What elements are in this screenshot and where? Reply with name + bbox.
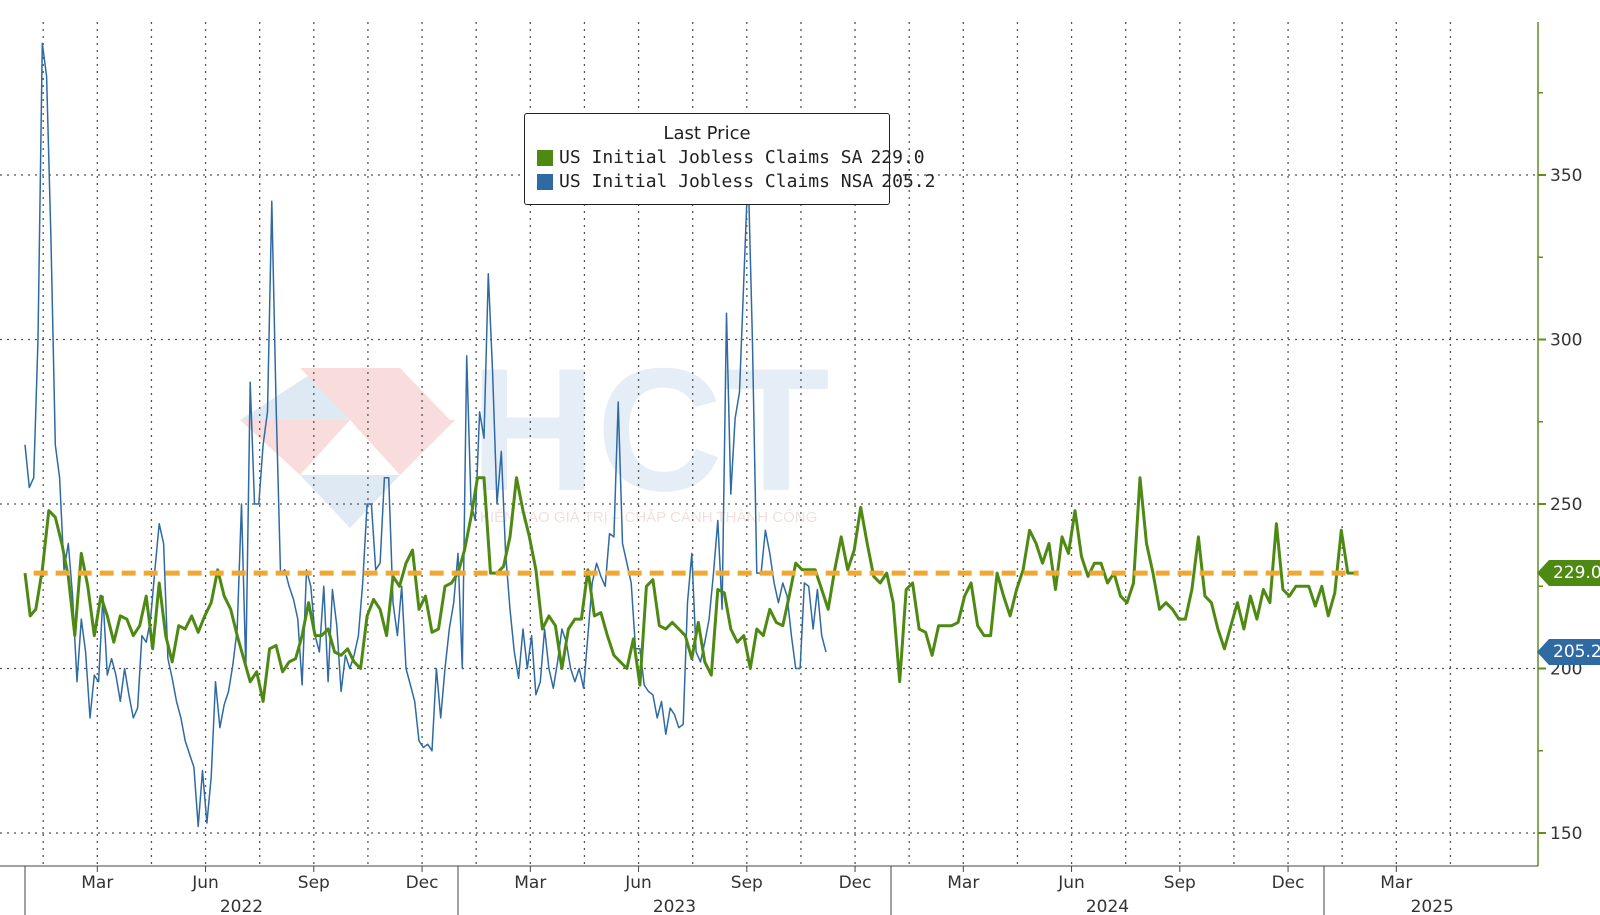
y-tick-label: 250	[1550, 495, 1582, 515]
x-tick-label: Mar	[514, 873, 546, 893]
legend-swatch-nsa	[537, 174, 553, 190]
last-value-badge-sa: 229.0	[1537, 560, 1600, 586]
x-tick-label: Jun	[624, 873, 652, 893]
watermark-diamond-bottom	[300, 475, 400, 528]
watermark-diamond-top-right	[300, 368, 450, 420]
x-tick-label: Mar	[81, 873, 113, 893]
x-tick-label: Sep	[731, 873, 763, 893]
watermark-logo-text: HCT	[470, 333, 830, 528]
series-line-nsa	[24, 42, 827, 828]
x-year-label: 2023	[653, 897, 696, 915]
x-year-label: 2024	[1086, 897, 1129, 915]
legend-title: Last Price	[663, 123, 751, 144]
watermark-diamond-top-left	[240, 368, 400, 420]
y-tick-label: 300	[1550, 331, 1582, 351]
legend-item-sa: US Initial Jobless Claims SA 229.0	[537, 146, 925, 170]
y-tick-label: 350	[1550, 166, 1582, 186]
x-tick-label: Dec	[839, 873, 872, 893]
legend-item-nsa: US Initial Jobless Claims NSA 205.2	[537, 170, 935, 194]
legend-label-sa: US Initial Jobless Claims SA	[559, 147, 863, 168]
x-tick-label: Jun	[1057, 873, 1085, 893]
x-tick-label: Sep	[1164, 873, 1196, 893]
legend-swatch-sa	[537, 150, 553, 166]
legend-value-sa: 229.0	[870, 147, 925, 168]
legend-value-nsa: 205.2	[881, 171, 936, 192]
y-tick-label: 150	[1550, 824, 1582, 844]
x-tick-label: Mar	[1380, 873, 1412, 893]
legend: Last Price US Initial Jobless Claims SA …	[524, 113, 935, 205]
x-tick-label: Sep	[298, 873, 330, 893]
last-value-badge-nsa: 205.2	[1537, 639, 1600, 665]
legend-label-nsa: US Initial Jobless Claims NSA	[559, 171, 874, 192]
series-layer	[23, 42, 1359, 828]
x-year-label: 2022	[220, 897, 263, 915]
x-year-label: 2025	[1411, 897, 1454, 915]
watermark-tagline: KIẾN TẠO GIÁ TRỊ – CHẮP CÁNH THÀNH CÔNG	[480, 508, 817, 526]
watermark-diamond-left	[240, 420, 350, 475]
x-tick-label: Dec	[1272, 873, 1305, 893]
x-tick-label: Dec	[406, 873, 439, 893]
watermark-diamond-right	[350, 420, 455, 475]
series-line-sa	[23, 476, 1355, 703]
x-tick-label: Jun	[191, 873, 219, 893]
x-tick-label: Mar	[947, 873, 979, 893]
grid	[0, 22, 1538, 866]
